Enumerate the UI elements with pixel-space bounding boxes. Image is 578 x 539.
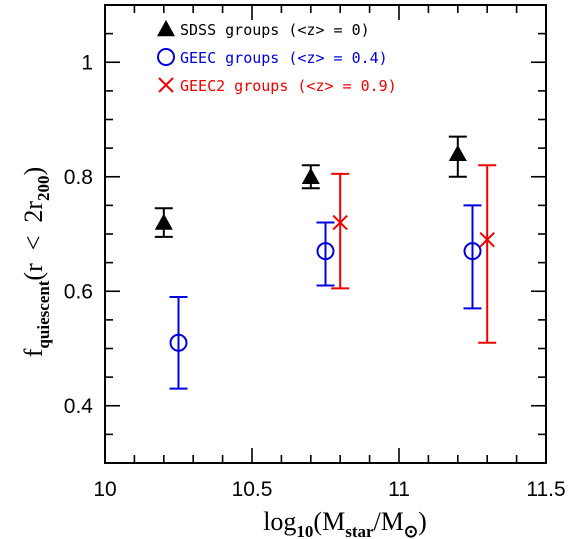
y-label-f-sub: quiescent [34, 280, 53, 348]
y-label-close: ) [19, 167, 48, 176]
series-circle-group [169, 204, 482, 390]
y-tick-label: 1 [81, 51, 93, 74]
x-tick-label: 11.5 [526, 478, 565, 501]
tick-labels: 10 10.5 11 11.5 0.4 0.6 0.8 1 [64, 51, 566, 501]
x-label-mid: /M [374, 507, 404, 536]
legend-marker-cross [158, 77, 174, 93]
data-point-triangle [448, 144, 467, 162]
y-tick-label: 0.8 [64, 166, 93, 189]
data-point-circle [463, 242, 482, 261]
legend-label: GEEC groups (<z> = 0.4) [180, 49, 388, 67]
y-tick-label: 0.4 [64, 395, 94, 418]
x-label-close: ) [418, 507, 427, 536]
y-tick-label: 0.6 [64, 280, 93, 303]
y-label-open: (r < 2r [19, 201, 48, 281]
series-triangle-group [154, 135, 467, 238]
y-axis-label: fquiescent(r < 2r200) [19, 167, 53, 357]
legend-label: SDSS groups (<z> = 0) [180, 21, 370, 39]
data-point-triangle [154, 213, 173, 230]
y-label-f: f [19, 348, 48, 357]
series-cross-group [331, 164, 497, 344]
legend-label: GEEC2 groups (<z> = 0.9) [180, 77, 397, 95]
data-point-cross [479, 232, 495, 248]
x-tick-label: 10.5 [232, 478, 273, 501]
data-point-circle [169, 333, 188, 352]
y-label-r-sub: 200 [34, 175, 53, 201]
x-tick-label: 10 [93, 478, 116, 501]
data-point-circle [316, 242, 335, 261]
data-point-cross [332, 214, 348, 231]
data-point-triangle [301, 167, 320, 184]
x-label-sub1: star [345, 522, 374, 539]
x-axis-label: log10(Mstar/M⊙) [263, 507, 427, 539]
plot-frame [104, 4, 547, 464]
x-label-prefix-sub: 10 [296, 522, 313, 539]
legend: SDSS groups (<z> = 0) GEEC groups (<z> = … [157, 20, 397, 95]
x-label-open: (M [313, 507, 345, 536]
x-tick-label: 11 [388, 478, 410, 501]
x-label-sub2: ⊙ [404, 522, 418, 539]
data-marks [154, 135, 497, 390]
legend-marker-circle [157, 48, 175, 66]
plot-frame-rect [104, 4, 547, 464]
axis-ticks [104, 4, 547, 464]
legend-marker-triangle [157, 20, 175, 37]
x-label-prefix: log [263, 507, 296, 536]
